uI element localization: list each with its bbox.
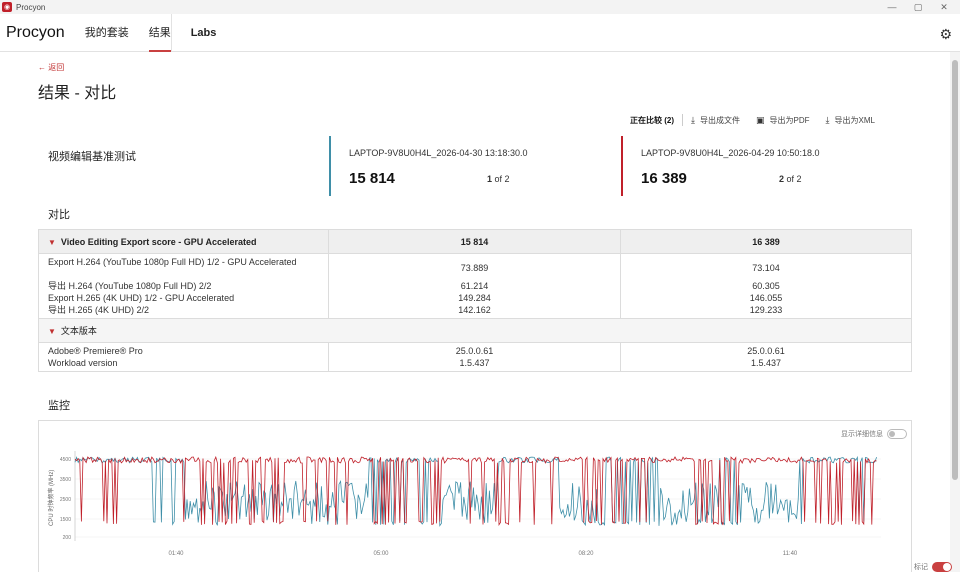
chevron-down-icon[interactable]: ▼ (48, 237, 56, 247)
nav-results[interactable]: 结果 (148, 14, 171, 52)
settings-gear-icon[interactable]: ⚙ (939, 26, 952, 42)
export-file-button[interactable]: ⤓ 导出成文件 (691, 114, 740, 125)
group-score-2: 16 389 (752, 236, 780, 247)
back-label: 返回 (48, 63, 65, 72)
run-color-bar (621, 136, 623, 196)
group-title: 文本版本 (60, 325, 97, 336)
comparing-count[interactable]: 正在比较 (2) (630, 115, 674, 125)
close-button[interactable]: ✕ (940, 1, 948, 12)
y-tick-label: 200 (63, 535, 72, 541)
cpu-clock-chart: 4500 3500 2500 1500 200 01:40 05:00 08:20 11:40 C… (47, 451, 881, 557)
mark-toggle[interactable]: 标记 (914, 562, 952, 572)
y-tick-label: 4500 (60, 457, 71, 463)
run-card-2: LAPTOP-9V8U0H4L_2026-04-29 10:50:18.0 16… (621, 136, 901, 196)
toggle-switch[interactable] (932, 562, 952, 572)
row-label: Workload version (48, 358, 118, 368)
run-name: LAPTOP-9V8U0H4L_2026-04-29 10:50:18.0 (641, 148, 820, 158)
arrow-left-icon: ← (38, 63, 46, 72)
scrollbar-thumb[interactable] (952, 60, 958, 480)
window-title: Procyon (16, 2, 46, 12)
series-line-run-2 (74, 455, 877, 526)
row-value: 146.055 (749, 293, 783, 303)
group-header-version[interactable]: ▼ 文本版本 (39, 319, 911, 343)
brand-logo: Procyon (6, 23, 65, 41)
nav-labs[interactable]: Labs (190, 26, 217, 39)
export-pdf-button[interactable]: ▣ 导出为PDF (755, 114, 810, 125)
run-index: 1 of 2 (487, 174, 510, 184)
download-icon: ⤓ (691, 114, 695, 125)
benchmark-name: 视频编辑基准测试 (48, 151, 136, 163)
nav-my-suites[interactable]: 我的套装 (84, 26, 129, 39)
run-name: LAPTOP-9V8U0H4L_2026-04-30 13:18:30.0 (349, 148, 528, 158)
y-tick-label: 2500 (60, 497, 71, 503)
row-label: Export H.264 (YouTube 1080p Full HD) 1/2… (48, 257, 297, 267)
back-link[interactable]: ← 返回 (38, 62, 64, 73)
row-label: Export H.265 (4K UHD) 1/2 - GPU Accelera… (48, 293, 235, 303)
row-value: 142.162 (458, 305, 491, 315)
monitor-label: 监控 (48, 400, 70, 412)
results-toolbar: 正在比较 (2) ⤓ 导出成文件 ▣ 导出为PDF ⤓ 导出为XML (630, 114, 891, 126)
score-table: ▼ Video Editing Export score - GPU Accele… (38, 229, 912, 372)
row-label: 导出 H.264 (YouTube 1080p Full HD) 2/2 (48, 281, 212, 291)
row-value: 129.233 (749, 305, 783, 315)
nav-divider (171, 14, 172, 52)
save-icon: ▣ (755, 114, 765, 125)
row-value: 149.284 (458, 293, 491, 303)
export-xml-button[interactable]: ⤓ 导出为XML (825, 114, 875, 125)
chevron-down-icon[interactable]: ▼ (48, 326, 56, 336)
x-tick-label: 08:20 (578, 551, 594, 557)
row-value: 73.889 (460, 263, 489, 273)
mark-toggle-label: 标记 (914, 564, 928, 571)
group-header-score[interactable]: ▼ Video Editing Export score - GPU Accele… (39, 229, 911, 254)
row-value: 73.104 (752, 263, 780, 273)
run-color-bar (329, 136, 331, 196)
row-value: 25.0.0.61 (747, 346, 785, 356)
y-tick-label: 1500 (60, 517, 71, 523)
run-score: 16 389 (641, 170, 687, 187)
run-card-1: LAPTOP-9V8U0H4L_2026-04-30 13:18:30.0 15… (329, 136, 609, 196)
maximize-button[interactable]: ▢ (913, 1, 923, 12)
minimize-button[interactable]: — (887, 2, 897, 12)
detail-toggle-label: 显示详细信息 (841, 431, 883, 438)
compare-label: 对比 (48, 209, 70, 221)
x-tick-label: 01:40 (168, 551, 184, 557)
toolbar-divider (682, 114, 683, 126)
run-score: 15 814 (349, 170, 395, 187)
y-axis-label: CPU 时钟频率 (MHz) (47, 470, 55, 526)
group-title: Video Editing Export score - GPU Acceler… (60, 236, 257, 247)
table-row: Adobe® Premiere® Pro Workload version 25… (39, 343, 911, 371)
run-index: 2 of 2 (779, 174, 802, 184)
page-title: 结果 - 对比 (38, 85, 117, 102)
row-value: 60.305 (752, 281, 780, 291)
row-value: 1.5.437 (459, 358, 490, 368)
row-value: 25.0.0.61 (455, 346, 494, 356)
top-nav: Procyon 我的套装 结果 Labs (0, 14, 960, 52)
x-tick-label: 05:00 (373, 551, 389, 557)
toggle-switch[interactable] (887, 429, 907, 439)
group-score-1: 15 814 (329, 229, 621, 254)
app-icon: ◉ (2, 2, 12, 12)
detail-toggle[interactable]: 显示详细信息 (841, 429, 907, 439)
row-value: 1.5.437 (750, 358, 782, 368)
table-row: Export H.264 (YouTube 1080p Full HD) 1/2… (39, 254, 911, 319)
monitor-panel: 显示详细信息 4500 3500 2500 1500 200 01:40 05:00 08:2… (38, 420, 912, 572)
series-line-run-1 (74, 455, 877, 527)
y-tick-label: 3500 (60, 477, 71, 483)
scrollbar[interactable] (950, 52, 960, 572)
x-tick-label: 11:40 (783, 551, 798, 557)
row-label: Adobe® Premiere® Pro (48, 346, 143, 356)
download-icon: ⤓ (825, 114, 830, 125)
window-titlebar: ◉ Procyon (0, 0, 960, 14)
row-label: 导出 H.265 (4K UHD) 2/2 (48, 305, 150, 315)
row-value: 61.214 (460, 281, 489, 291)
